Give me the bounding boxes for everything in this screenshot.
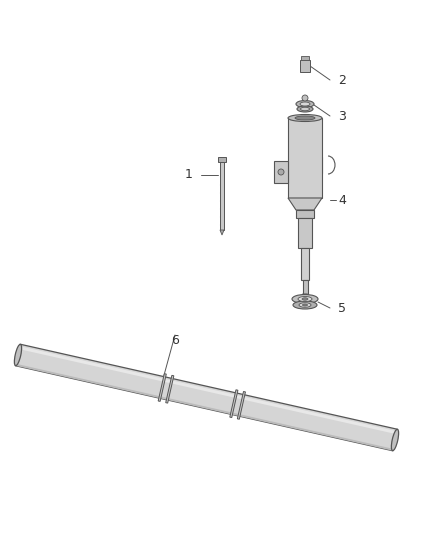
Ellipse shape: [392, 429, 399, 451]
Polygon shape: [19, 346, 397, 434]
Text: 1: 1: [185, 168, 193, 182]
Ellipse shape: [299, 303, 311, 307]
Ellipse shape: [302, 298, 308, 300]
Polygon shape: [230, 390, 238, 417]
Ellipse shape: [288, 115, 322, 122]
Ellipse shape: [303, 304, 307, 306]
Bar: [301, 56, 309, 60]
Ellipse shape: [302, 95, 308, 101]
Polygon shape: [220, 230, 224, 235]
Bar: [298, 218, 312, 248]
Ellipse shape: [293, 301, 317, 309]
Bar: [303, 280, 307, 294]
Bar: [301, 248, 309, 280]
Text: 6: 6: [171, 334, 179, 346]
Polygon shape: [16, 344, 397, 451]
Polygon shape: [303, 294, 307, 300]
Ellipse shape: [292, 295, 318, 303]
Text: 4: 4: [338, 193, 346, 206]
Text: 5: 5: [338, 302, 346, 314]
Bar: [220, 162, 224, 230]
Bar: [274, 161, 288, 183]
Ellipse shape: [14, 344, 21, 366]
Ellipse shape: [295, 116, 315, 120]
Bar: [296, 210, 314, 218]
Bar: [300, 60, 310, 72]
Polygon shape: [166, 375, 174, 403]
Bar: [288, 118, 322, 198]
Polygon shape: [16, 364, 393, 451]
Text: 3: 3: [338, 109, 346, 123]
Ellipse shape: [296, 101, 314, 108]
Ellipse shape: [300, 107, 310, 111]
Text: 2: 2: [338, 74, 346, 86]
Polygon shape: [237, 392, 245, 419]
Polygon shape: [288, 198, 322, 210]
Ellipse shape: [298, 296, 312, 302]
Ellipse shape: [278, 169, 284, 175]
Polygon shape: [158, 374, 166, 401]
Bar: [218, 157, 226, 162]
Ellipse shape: [300, 102, 310, 106]
Ellipse shape: [297, 106, 313, 112]
